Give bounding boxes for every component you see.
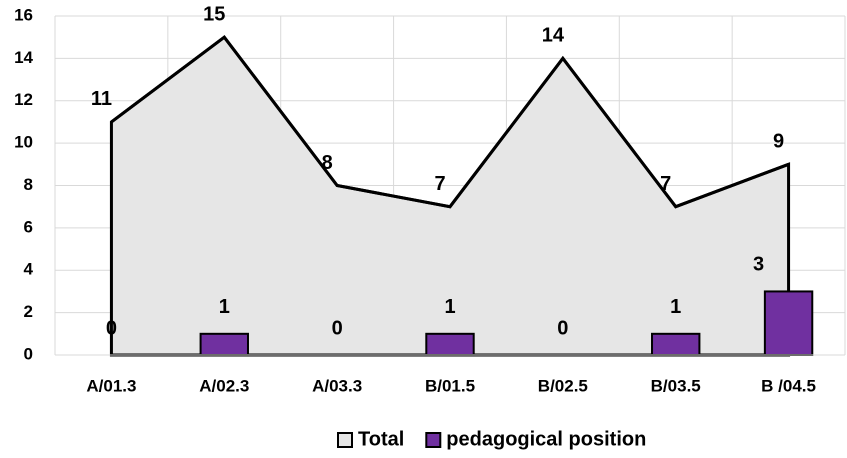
y-tick-label: 10 bbox=[14, 133, 33, 152]
y-tick-label: 8 bbox=[24, 175, 33, 194]
data-label: 11 bbox=[91, 88, 112, 110]
data-label: 1 bbox=[670, 296, 681, 318]
x-tick-label: A/03.3 bbox=[312, 376, 362, 395]
data-label: 8 bbox=[322, 152, 333, 174]
data-label: 15 bbox=[203, 3, 225, 25]
legend-swatch bbox=[425, 432, 442, 448]
data-label: 9 bbox=[773, 131, 784, 153]
data-label: 0 bbox=[106, 317, 117, 339]
y-tick-label: 2 bbox=[24, 302, 33, 321]
data-label: 1 bbox=[219, 296, 230, 318]
data-label: 3 bbox=[753, 254, 764, 276]
y-tick-label: 12 bbox=[14, 90, 33, 109]
bar bbox=[425, 332, 475, 356]
x-tick-label: B /04.5 bbox=[761, 376, 816, 395]
x-tick-label: B/01.5 bbox=[425, 376, 475, 395]
y-tick-label: 6 bbox=[24, 217, 33, 236]
y-tick-label: 16 bbox=[14, 5, 33, 24]
y-tick-label: 14 bbox=[14, 48, 33, 67]
data-label: 0 bbox=[332, 317, 343, 339]
x-tick-label: A/02.3 bbox=[199, 376, 249, 395]
y-tick-label: 0 bbox=[24, 344, 33, 363]
x-tick-label: B/03.5 bbox=[651, 376, 701, 395]
data-label: 1 bbox=[444, 296, 455, 318]
x-tick-label: A/01.3 bbox=[86, 376, 136, 395]
x-tick-label: B/02.5 bbox=[538, 376, 588, 395]
bar bbox=[199, 332, 249, 356]
legend-swatch bbox=[337, 432, 353, 448]
bar bbox=[763, 290, 814, 356]
data-label: 0 bbox=[557, 317, 568, 339]
legend-label: pedagogical position bbox=[446, 428, 646, 450]
area-line bbox=[110, 35, 790, 209]
data-label: 14 bbox=[542, 25, 565, 47]
y-tick-label: 4 bbox=[24, 260, 34, 279]
data-label: 7 bbox=[660, 173, 671, 195]
bar bbox=[651, 332, 701, 356]
data-label: 7 bbox=[434, 173, 445, 195]
legend-label: Total bbox=[358, 428, 404, 450]
